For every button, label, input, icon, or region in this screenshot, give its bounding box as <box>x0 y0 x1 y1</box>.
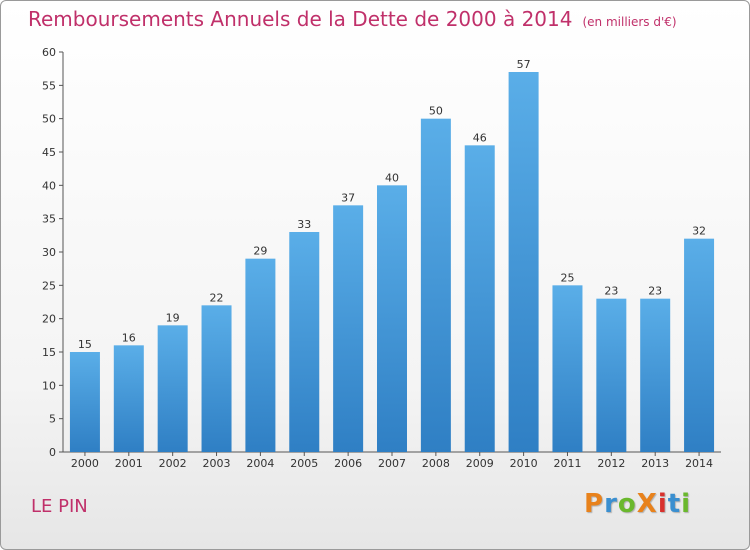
chart-title-text: Remboursements Annuels de la Dette de 20… <box>28 7 573 31</box>
bar <box>684 238 715 452</box>
x-tick-label: 2010 <box>510 457 538 470</box>
bar <box>464 145 495 453</box>
x-tick-label: 2013 <box>641 457 669 470</box>
y-tick-label: 50 <box>42 113 56 126</box>
chart-title: Remboursements Annuels de la Dette de 20… <box>28 7 677 31</box>
data-label: 15 <box>78 338 92 351</box>
y-tick-label: 30 <box>42 246 56 259</box>
data-label: 29 <box>253 245 267 258</box>
x-tick-label: 2001 <box>115 457 143 470</box>
bar <box>157 325 188 452</box>
data-label: 33 <box>297 218 311 231</box>
x-tick-label: 2009 <box>466 457 494 470</box>
data-label: 19 <box>166 311 180 324</box>
data-label: 25 <box>560 271 574 284</box>
chart-subtitle: (en milliers d'€) <box>582 15 677 29</box>
bar <box>245 258 276 452</box>
data-label: 46 <box>473 131 487 144</box>
y-tick-label: 40 <box>42 179 56 192</box>
y-tick-label: 25 <box>42 279 56 292</box>
x-tick-label: 2012 <box>597 457 625 470</box>
y-tick-label: 5 <box>49 413 56 426</box>
logo-letter: X <box>636 489 658 519</box>
logo-letter: o <box>617 489 637 519</box>
x-tick-label: 2014 <box>685 457 713 470</box>
logo-letter: r <box>604 489 618 519</box>
data-label: 32 <box>692 225 706 238</box>
x-tick-label: 2002 <box>159 457 187 470</box>
bar <box>596 298 627 452</box>
x-tick-label: 2008 <box>422 457 450 470</box>
x-tick-label: 2005 <box>290 457 318 470</box>
data-label: 57 <box>517 58 531 71</box>
proxiti-logo: ProXiti <box>584 489 691 519</box>
logo-letter: i <box>657 489 668 519</box>
y-tick-label: 55 <box>42 79 56 92</box>
logo-letter: i <box>681 489 692 519</box>
y-tick-label: 35 <box>42 213 56 226</box>
data-label: 37 <box>341 191 355 204</box>
bar <box>333 205 364 452</box>
bar <box>289 232 320 452</box>
bar <box>640 298 671 452</box>
bar <box>420 118 451 453</box>
y-tick-label: 15 <box>42 346 56 359</box>
logo-letter: P <box>584 489 605 519</box>
x-tick-label: 2011 <box>553 457 581 470</box>
x-tick-label: 2006 <box>334 457 362 470</box>
bar <box>508 72 539 452</box>
y-tick-label: 20 <box>42 313 56 326</box>
x-tick-label: 2007 <box>378 457 406 470</box>
location-label: LE PIN <box>31 496 88 517</box>
bar <box>377 185 407 453</box>
x-tick-label: 2000 <box>71 457 99 470</box>
x-tick-label: 2004 <box>246 457 274 470</box>
y-tick-label: 10 <box>42 379 56 392</box>
x-tick-label: 2003 <box>203 457 231 470</box>
data-label: 16 <box>122 331 136 344</box>
bar <box>113 345 144 452</box>
data-label: 22 <box>210 291 224 304</box>
data-label: 23 <box>604 285 618 298</box>
bar <box>69 352 100 452</box>
data-label: 23 <box>648 285 662 298</box>
data-label: 40 <box>385 171 399 184</box>
y-tick-label: 45 <box>42 146 56 159</box>
y-tick-label: 60 <box>42 46 56 59</box>
bar <box>201 305 232 452</box>
y-tick-label: 0 <box>49 446 56 459</box>
bar <box>552 285 583 452</box>
logo-letter: t <box>667 489 682 519</box>
data-label: 50 <box>429 105 443 118</box>
